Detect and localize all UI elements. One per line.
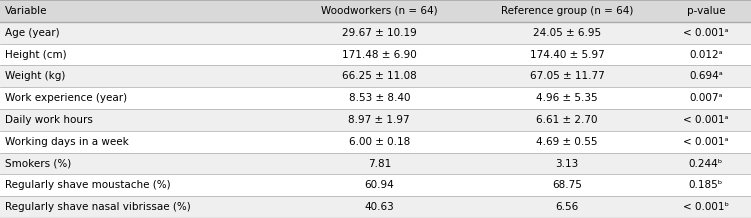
Text: 8.97 ± 1.97: 8.97 ± 1.97 xyxy=(348,115,410,125)
Bar xyxy=(285,65,473,87)
Bar xyxy=(473,87,661,109)
Bar xyxy=(473,65,661,87)
Text: 60.94: 60.94 xyxy=(364,180,394,190)
Bar xyxy=(285,44,473,65)
Bar xyxy=(285,87,473,109)
Text: Weight (kg): Weight (kg) xyxy=(5,71,65,81)
Text: < 0.001ᵃ: < 0.001ᵃ xyxy=(683,28,728,38)
Text: 40.63: 40.63 xyxy=(364,202,394,212)
Text: < 0.001ᵃ: < 0.001ᵃ xyxy=(683,137,728,147)
Bar xyxy=(473,0,661,22)
Text: Smokers (%): Smokers (%) xyxy=(5,158,71,169)
Bar xyxy=(0,87,285,109)
Text: < 0.001ᵇ: < 0.001ᵇ xyxy=(683,202,729,212)
Text: Height (cm): Height (cm) xyxy=(5,49,67,60)
Text: 8.53 ± 8.40: 8.53 ± 8.40 xyxy=(348,93,410,103)
Bar xyxy=(473,109,661,131)
Text: Daily work hours: Daily work hours xyxy=(5,115,93,125)
Bar xyxy=(285,174,473,196)
Bar xyxy=(473,196,661,218)
Bar xyxy=(473,44,661,65)
Bar xyxy=(0,131,285,153)
Text: 0.185ᵇ: 0.185ᵇ xyxy=(689,180,723,190)
Bar xyxy=(473,131,661,153)
Bar xyxy=(0,174,285,196)
Bar xyxy=(473,22,661,44)
Bar xyxy=(661,131,751,153)
Bar xyxy=(661,174,751,196)
Text: 29.67 ± 10.19: 29.67 ± 10.19 xyxy=(342,28,417,38)
Bar xyxy=(0,65,285,87)
Text: 0.007ᵃ: 0.007ᵃ xyxy=(689,93,722,103)
Text: 0.244ᵇ: 0.244ᵇ xyxy=(689,158,723,169)
Bar xyxy=(285,153,473,174)
Text: 7.81: 7.81 xyxy=(368,158,391,169)
Bar xyxy=(661,196,751,218)
Text: 4.69 ± 0.55: 4.69 ± 0.55 xyxy=(536,137,598,147)
Text: 68.75: 68.75 xyxy=(552,180,582,190)
Text: 66.25 ± 11.08: 66.25 ± 11.08 xyxy=(342,71,417,81)
Bar xyxy=(285,0,473,22)
Text: Regularly shave moustache (%): Regularly shave moustache (%) xyxy=(5,180,171,190)
Bar xyxy=(285,196,473,218)
Bar xyxy=(0,153,285,174)
Text: < 0.001ᵃ: < 0.001ᵃ xyxy=(683,115,728,125)
Text: 24.05 ± 6.95: 24.05 ± 6.95 xyxy=(533,28,601,38)
Text: Woodworkers (n = 64): Woodworkers (n = 64) xyxy=(321,6,438,16)
Text: 0.012ᵃ: 0.012ᵃ xyxy=(689,49,722,60)
Bar xyxy=(661,153,751,174)
Text: 171.48 ± 6.90: 171.48 ± 6.90 xyxy=(342,49,417,60)
Text: 67.05 ± 11.77: 67.05 ± 11.77 xyxy=(529,71,605,81)
Text: Reference group (n = 64): Reference group (n = 64) xyxy=(501,6,633,16)
Text: Variable: Variable xyxy=(5,6,48,16)
Bar xyxy=(0,44,285,65)
Bar xyxy=(285,109,473,131)
Bar xyxy=(473,174,661,196)
Text: 4.96 ± 5.35: 4.96 ± 5.35 xyxy=(536,93,598,103)
Bar xyxy=(0,22,285,44)
Text: Regularly shave nasal vibrissae (%): Regularly shave nasal vibrissae (%) xyxy=(5,202,191,212)
Text: 174.40 ± 5.97: 174.40 ± 5.97 xyxy=(529,49,605,60)
Text: Working days in a week: Working days in a week xyxy=(5,137,129,147)
Bar xyxy=(0,109,285,131)
Bar xyxy=(285,22,473,44)
Text: 0.694ᵃ: 0.694ᵃ xyxy=(689,71,722,81)
Bar xyxy=(661,0,751,22)
Bar xyxy=(0,196,285,218)
Bar xyxy=(661,44,751,65)
Text: 6.00 ± 0.18: 6.00 ± 0.18 xyxy=(348,137,410,147)
Bar xyxy=(661,22,751,44)
Bar xyxy=(661,87,751,109)
Bar xyxy=(0,0,285,22)
Text: 3.13: 3.13 xyxy=(556,158,578,169)
Text: 6.61 ± 2.70: 6.61 ± 2.70 xyxy=(536,115,598,125)
Text: Work experience (year): Work experience (year) xyxy=(5,93,128,103)
Bar xyxy=(285,131,473,153)
Bar xyxy=(473,153,661,174)
Bar xyxy=(661,65,751,87)
Text: 6.56: 6.56 xyxy=(556,202,578,212)
Text: p-value: p-value xyxy=(686,6,725,16)
Text: Age (year): Age (year) xyxy=(5,28,60,38)
Bar xyxy=(661,109,751,131)
